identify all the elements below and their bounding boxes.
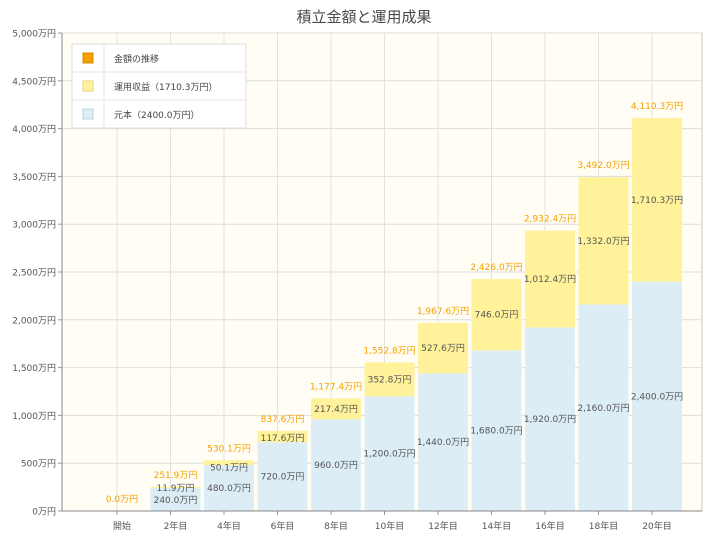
x-tick-label: 8年目 xyxy=(324,520,348,532)
return-data-label: 11.9万円 xyxy=(156,483,194,494)
principal-data-label: 1,920.0万円 xyxy=(524,414,576,425)
principal-data-label: 240.0万円 xyxy=(154,495,198,506)
y-tick-label: 3,500万円 xyxy=(12,172,56,183)
y-tick-label: 500万円 xyxy=(21,459,56,470)
y-tick-label: 2,000万円 xyxy=(12,315,56,326)
return-data-label: 746.0万円 xyxy=(475,310,519,321)
return-data-label: 1,332.0万円 xyxy=(577,236,629,247)
legend-swatch xyxy=(82,80,94,92)
x-tick-label: 20年目 xyxy=(642,520,671,532)
bar-return xyxy=(150,486,201,489)
principal-data-label: 2,160.0万円 xyxy=(577,403,629,414)
principal-data-label: 720.0万円 xyxy=(261,472,305,483)
principal-data-label: 2,400.0万円 xyxy=(631,391,683,402)
total-data-label: 2,932.4万円 xyxy=(524,214,576,225)
total-data-label: 3,492.0万円 xyxy=(577,160,629,171)
bar-principal xyxy=(364,396,415,511)
bar-return xyxy=(471,279,522,351)
x-tick-label: 18年目 xyxy=(589,520,618,532)
legend-swatch xyxy=(82,108,94,120)
bar-return xyxy=(578,177,629,305)
bar-principal xyxy=(257,442,308,511)
total-data-label: 0.0万円 xyxy=(106,494,138,505)
y-tick-label: 5,000万円 xyxy=(12,29,56,40)
total-data-label: 251.9万円 xyxy=(154,470,198,481)
return-data-label: 217.4万円 xyxy=(314,404,358,415)
total-data-label: 1,177.4万円 xyxy=(310,381,362,392)
legend-box xyxy=(71,43,247,129)
x-tick-label: 16年目 xyxy=(535,520,564,532)
bar-principal xyxy=(471,350,522,511)
bar-principal xyxy=(204,465,254,511)
x-tick-label: 開始 xyxy=(113,520,131,532)
legend-swatch xyxy=(82,52,94,64)
legend-label: 元本（2400.0万円） xyxy=(114,109,200,121)
x-tick-label: 14年目 xyxy=(482,520,511,532)
bar-return xyxy=(525,230,575,328)
return-data-label: 1,710.3万円 xyxy=(631,195,683,206)
x-tick-label: 10年目 xyxy=(375,520,404,532)
bar-principal xyxy=(632,281,682,511)
total-data-label: 837.6万円 xyxy=(261,414,305,425)
return-data-label: 117.6万円 xyxy=(261,433,305,444)
principal-data-label: 1,200.0万円 xyxy=(363,449,415,460)
bar-principal xyxy=(525,327,575,511)
legend-label: 運用収益（1710.3万円） xyxy=(114,81,218,93)
y-tick-label: 4,500万円 xyxy=(12,76,56,87)
bar-return xyxy=(311,398,361,420)
x-tick-label: 2年目 xyxy=(164,520,188,532)
y-tick-label: 2,500万円 xyxy=(12,268,56,279)
bar-principal xyxy=(418,373,468,511)
total-data-label: 1,967.6万円 xyxy=(417,306,469,317)
return-data-label: 527.6万円 xyxy=(421,343,465,354)
legend-label: 金額の推移 xyxy=(114,53,159,65)
x-tick-label: 6年目 xyxy=(271,520,295,532)
chart-title: 積立金額と運用成果 xyxy=(296,8,432,26)
bar-principal xyxy=(150,488,201,511)
y-tick-label: 0万円 xyxy=(32,507,56,518)
total-data-label: 530.1万円 xyxy=(207,443,251,454)
bar-principal xyxy=(311,419,361,511)
y-tick-label: 1,000万円 xyxy=(12,411,56,422)
principal-data-label: 1,440.0万円 xyxy=(417,437,469,448)
axes-layer: 0万円 500万円 1,000万円 1,500万円 2,000万円 2,500万円 3,00… xyxy=(12,29,702,532)
principal-data-label: 960.0万円 xyxy=(314,460,358,471)
bar-return xyxy=(418,322,468,374)
y-tick-label: 1,500万円 xyxy=(12,363,56,374)
y-tick-label: 3,000万円 xyxy=(12,220,56,231)
x-tick-label: 4年目 xyxy=(217,520,241,532)
total-data-label: 1,552.8万円 xyxy=(363,346,415,357)
bar-return xyxy=(364,362,415,397)
bar-return xyxy=(632,118,682,282)
x-tick-label: 12年目 xyxy=(428,520,457,532)
principal-data-label: 1,680.0万円 xyxy=(470,426,522,437)
bars-layer xyxy=(150,118,682,511)
bar-return xyxy=(257,430,308,443)
bar-principal xyxy=(578,304,629,511)
return-data-label: 352.8万円 xyxy=(368,374,412,385)
y-tick-label: 4,000万円 xyxy=(12,124,56,135)
bar-return xyxy=(204,460,254,466)
return-data-label: 50.1万円 xyxy=(210,462,248,473)
return-data-label: 1,012.4万円 xyxy=(524,274,576,285)
total-data-label: 4,110.3万円 xyxy=(631,101,683,112)
total-data-label: 2,426.0万円 xyxy=(470,262,522,273)
principal-data-label: 480.0万円 xyxy=(207,483,251,494)
